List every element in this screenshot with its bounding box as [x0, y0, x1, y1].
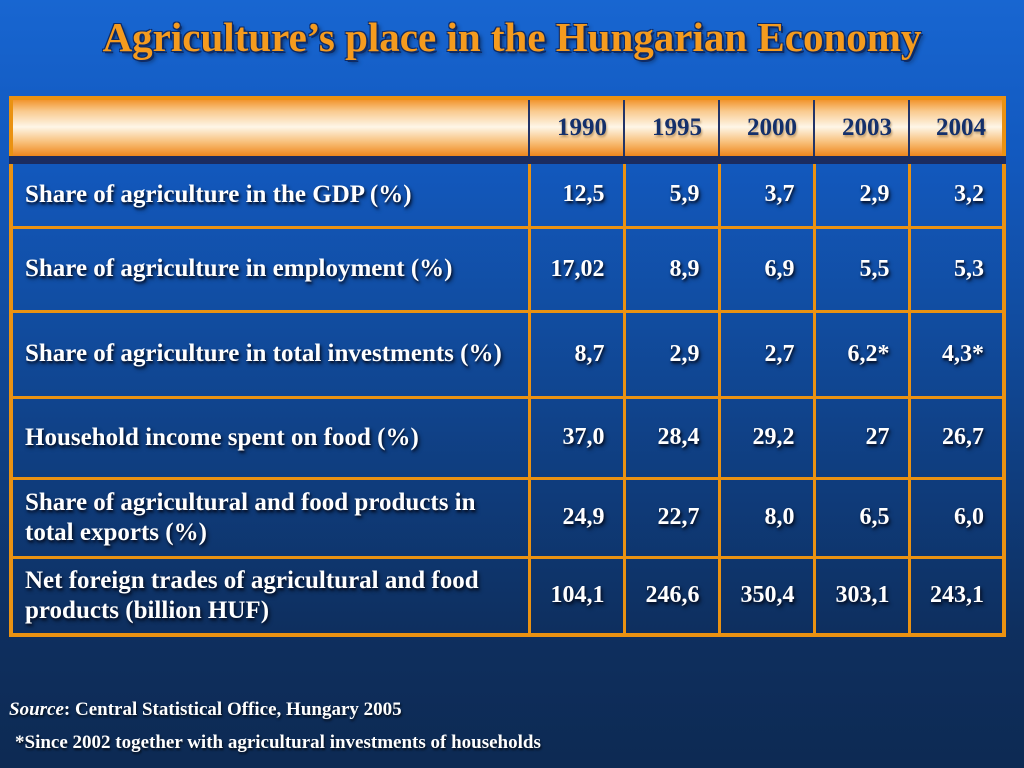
header-year-2000: 2000 [718, 98, 814, 164]
header-year-2003: 2003 [813, 98, 909, 164]
cell-value: 5,9 [622, 158, 721, 229]
source-text: : Central Statistical Office, Hungary 20… [63, 699, 402, 720]
cell-value: 8,7 [527, 309, 626, 399]
table-row-exports: Share of agricultural and food products … [9, 476, 1006, 559]
header-year-1995: 1995 [623, 98, 719, 164]
agriculture-stats-table: 1990 1995 2000 2003 2004 Share of agricu… [9, 96, 1006, 637]
cell-value: 246,6 [622, 555, 721, 637]
cell-value: 243,1 [907, 555, 1006, 637]
row-label: Share of agriculture in the GDP (%) [9, 158, 531, 229]
cell-value: 12,5 [527, 158, 626, 229]
cell-value: 28,4 [622, 395, 721, 480]
cell-value: 8,9 [622, 225, 721, 313]
cell-value: 26,7 [907, 395, 1006, 480]
cell-value: 6,0 [907, 476, 1006, 559]
cell-value: 37,0 [527, 395, 626, 480]
cell-value: 2,9 [622, 309, 721, 399]
cell-value: 29,2 [717, 395, 816, 480]
table-row-investments: Share of agriculture in total investment… [9, 309, 1006, 399]
row-label: Household income spent on food (%) [9, 395, 531, 480]
table-row-employment: Share of agriculture in employment (%) 1… [9, 225, 1006, 313]
cell-value: 6,2* [812, 309, 911, 399]
header-empty-cell [10, 98, 529, 164]
cell-value: 6,9 [717, 225, 816, 313]
cell-value: 303,1 [812, 555, 911, 637]
cell-value: 2,7 [717, 309, 816, 399]
cell-value: 27 [812, 395, 911, 480]
row-label: Share of agriculture in employment (%) [9, 225, 531, 313]
row-label: Share of agricultural and food products … [9, 476, 531, 559]
footnote: *Since 2002 together with agricultural i… [15, 732, 541, 753]
cell-value: 350,4 [717, 555, 816, 637]
cell-value: 22,7 [622, 476, 721, 559]
cell-value: 3,2 [907, 158, 1006, 229]
source-label: Source [9, 699, 64, 720]
row-label: Share of agriculture in total investment… [9, 309, 531, 399]
table-row-net-foreign-trades: Net foreign trades of agricultural and f… [9, 555, 1006, 637]
cell-value: 2,9 [812, 158, 911, 229]
slide-title: Agriculture’s place in the Hungarian Eco… [102, 14, 922, 60]
cell-value: 104,1 [527, 555, 626, 637]
header-year-2004: 2004 [908, 98, 1004, 164]
source-line: Source: Central Statistical Office, Hung… [9, 699, 402, 721]
row-label: Net foreign trades of agricultural and f… [9, 555, 531, 637]
cell-value: 5,5 [812, 225, 911, 313]
table-header-row: 1990 1995 2000 2003 2004 [10, 98, 1004, 164]
cell-value: 24,9 [527, 476, 626, 559]
cell-value: 17,02 [527, 225, 626, 313]
header-year-1990: 1990 [528, 98, 624, 164]
cell-value: 3,7 [717, 158, 816, 229]
cell-value: 4,3* [907, 309, 1006, 399]
cell-value: 8,0 [717, 476, 816, 559]
cell-value: 5,3 [907, 225, 1006, 313]
table-row-gdp: Share of agriculture in the GDP (%) 12,5… [9, 158, 1006, 229]
table-row-household-food: Household income spent on food (%) 37,0 … [9, 395, 1006, 480]
cell-value: 6,5 [812, 476, 911, 559]
